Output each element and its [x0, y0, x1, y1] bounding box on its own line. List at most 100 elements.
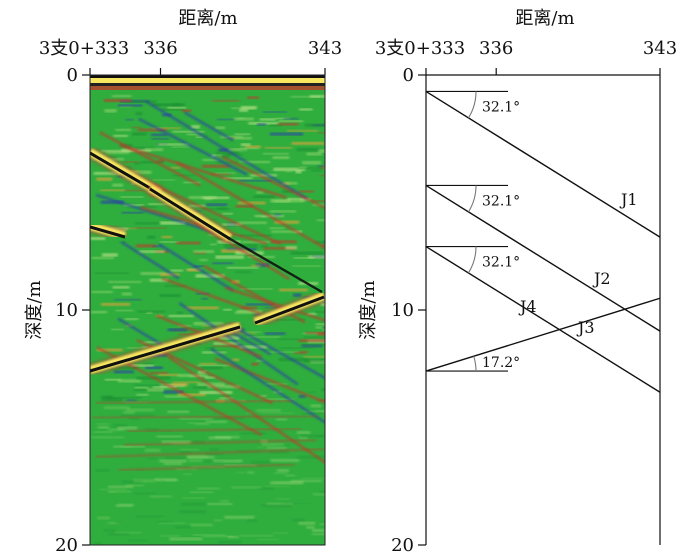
radar-texture-streak: [126, 408, 154, 412]
radar-texture-streak: [266, 502, 293, 505]
radar-texture-streak: [315, 409, 325, 413]
surface-reflection-dark-2: [90, 83, 325, 86]
radar-texture-streak: [144, 148, 163, 152]
radar-texture-streak: [309, 95, 325, 98]
radar-texture-streak: [298, 167, 325, 170]
radar-texture-streak: [276, 469, 290, 473]
radar-texture-streak: [176, 241, 201, 245]
radar-texture-streak: [314, 241, 325, 244]
radar-texture-streak: [99, 488, 127, 491]
radargram-reflectors: [90, 75, 325, 472]
radar-texture-streak: [120, 446, 133, 448]
radar-texture-streak: [317, 435, 325, 437]
radar-texture-streak: [263, 247, 296, 250]
radar-texture-streak: [113, 134, 128, 137]
radar-texture-streak: [103, 98, 132, 103]
radar-texture-streak: [212, 262, 234, 265]
left-y-tick-label: 0: [67, 65, 78, 86]
radar-texture-streak: [321, 166, 325, 170]
surface-reflection-dark: [90, 75, 325, 78]
radar-texture-streak: [242, 241, 270, 244]
radar-texture-streak: [186, 454, 208, 458]
radar-texture-streak: [308, 391, 317, 393]
radar-texture-streak: [245, 145, 261, 149]
radar-texture-streak: [308, 255, 325, 259]
reflector-upper-tail: [224, 234, 323, 294]
radar-texture-streak: [274, 213, 282, 217]
radar-texture-streak: [285, 170, 293, 173]
radar-texture-streak: [189, 491, 214, 493]
radar-texture-layer: [119, 143, 287, 199]
radar-texture-streak: [285, 246, 297, 250]
radar-texture-streak: [238, 160, 271, 164]
radar-texture-streak: [190, 523, 213, 527]
radar-texture-streak: [101, 395, 113, 399]
radar-texture-streak: [236, 471, 245, 474]
radar-texture-streak: [321, 244, 325, 247]
radar-texture-streak: [201, 208, 231, 211]
radar-texture-streak: [256, 446, 264, 449]
radar-texture-streak: [275, 117, 290, 120]
radar-texture-streak: [115, 310, 134, 312]
radar-texture-streak: [156, 435, 183, 438]
radar-texture-streak: [187, 422, 206, 424]
radar-texture-streak: [205, 420, 227, 423]
deep-reflection: [127, 427, 302, 433]
radar-texture-streak: [312, 492, 325, 496]
radar-texture-streak: [303, 410, 325, 413]
radar-texture-streak: [94, 542, 102, 545]
radar-texture-streak: [150, 371, 169, 375]
radar-texture-streak: [312, 124, 325, 126]
radar-texture-streak: [144, 448, 161, 453]
radar-texture-streak: [257, 487, 274, 491]
radar-texture-streak: [205, 203, 228, 206]
joint-angle-arc: [467, 91, 477, 119]
reflector-lower-left: [90, 320, 242, 376]
radar-texture-streak: [212, 459, 243, 463]
radar-texture-streak: [161, 440, 192, 444]
radar-texture-streak: [215, 126, 226, 130]
radar-texture-streak: [180, 502, 207, 506]
radar-texture-streak: [104, 109, 117, 113]
radar-texture-streak: [311, 528, 325, 533]
radar-texture-streak: [101, 253, 118, 257]
radar-texture-streak: [239, 345, 268, 349]
radar-texture-streak: [133, 384, 167, 386]
radar-texture-streak: [272, 156, 290, 160]
joint-line: [425, 297, 661, 372]
radar-texture-streak: [303, 336, 325, 339]
radar-texture-streak: [245, 331, 262, 333]
reflector-left-edge-core: [90, 225, 126, 239]
radar-texture-streak: [317, 165, 325, 167]
radar-texture-streak: [193, 250, 215, 254]
radar-texture-streak: [152, 245, 163, 248]
radar-texture-streak: [179, 448, 199, 451]
radar-texture-streak: [113, 424, 127, 428]
radar-texture-streak: [101, 397, 123, 402]
left-y-ticks: 0 10 20: [55, 65, 90, 556]
radar-texture-layer: [138, 117, 248, 176]
radar-texture-streak: [104, 378, 122, 381]
radar-texture-streak: [127, 347, 147, 349]
radar-texture-streak: [207, 385, 240, 389]
radar-texture-streak: [286, 130, 318, 132]
radar-texture-streak: [107, 396, 142, 399]
radar-texture-streak: [151, 103, 181, 107]
radar-texture-streak: [108, 281, 142, 283]
radar-texture-streak: [107, 428, 124, 431]
radar-texture-streak: [224, 515, 255, 519]
radar-texture-streak: [306, 152, 323, 156]
radar-texture-streak: [177, 393, 206, 397]
radar-texture-layer: [229, 323, 325, 380]
radar-texture-streak: [137, 128, 167, 132]
radar-texture-streak: [240, 288, 273, 290]
radar-texture-streak: [149, 495, 172, 498]
radar-texture-streak: [306, 525, 315, 529]
radar-texture-streak: [114, 299, 142, 301]
radar-texture-streak: [321, 388, 325, 392]
radar-texture-streak: [91, 290, 113, 294]
radar-texture-streak: [220, 500, 229, 503]
radar-texture-streak: [324, 161, 325, 164]
radar-texture-streak: [296, 431, 311, 434]
radar-texture-streak: [298, 190, 315, 193]
